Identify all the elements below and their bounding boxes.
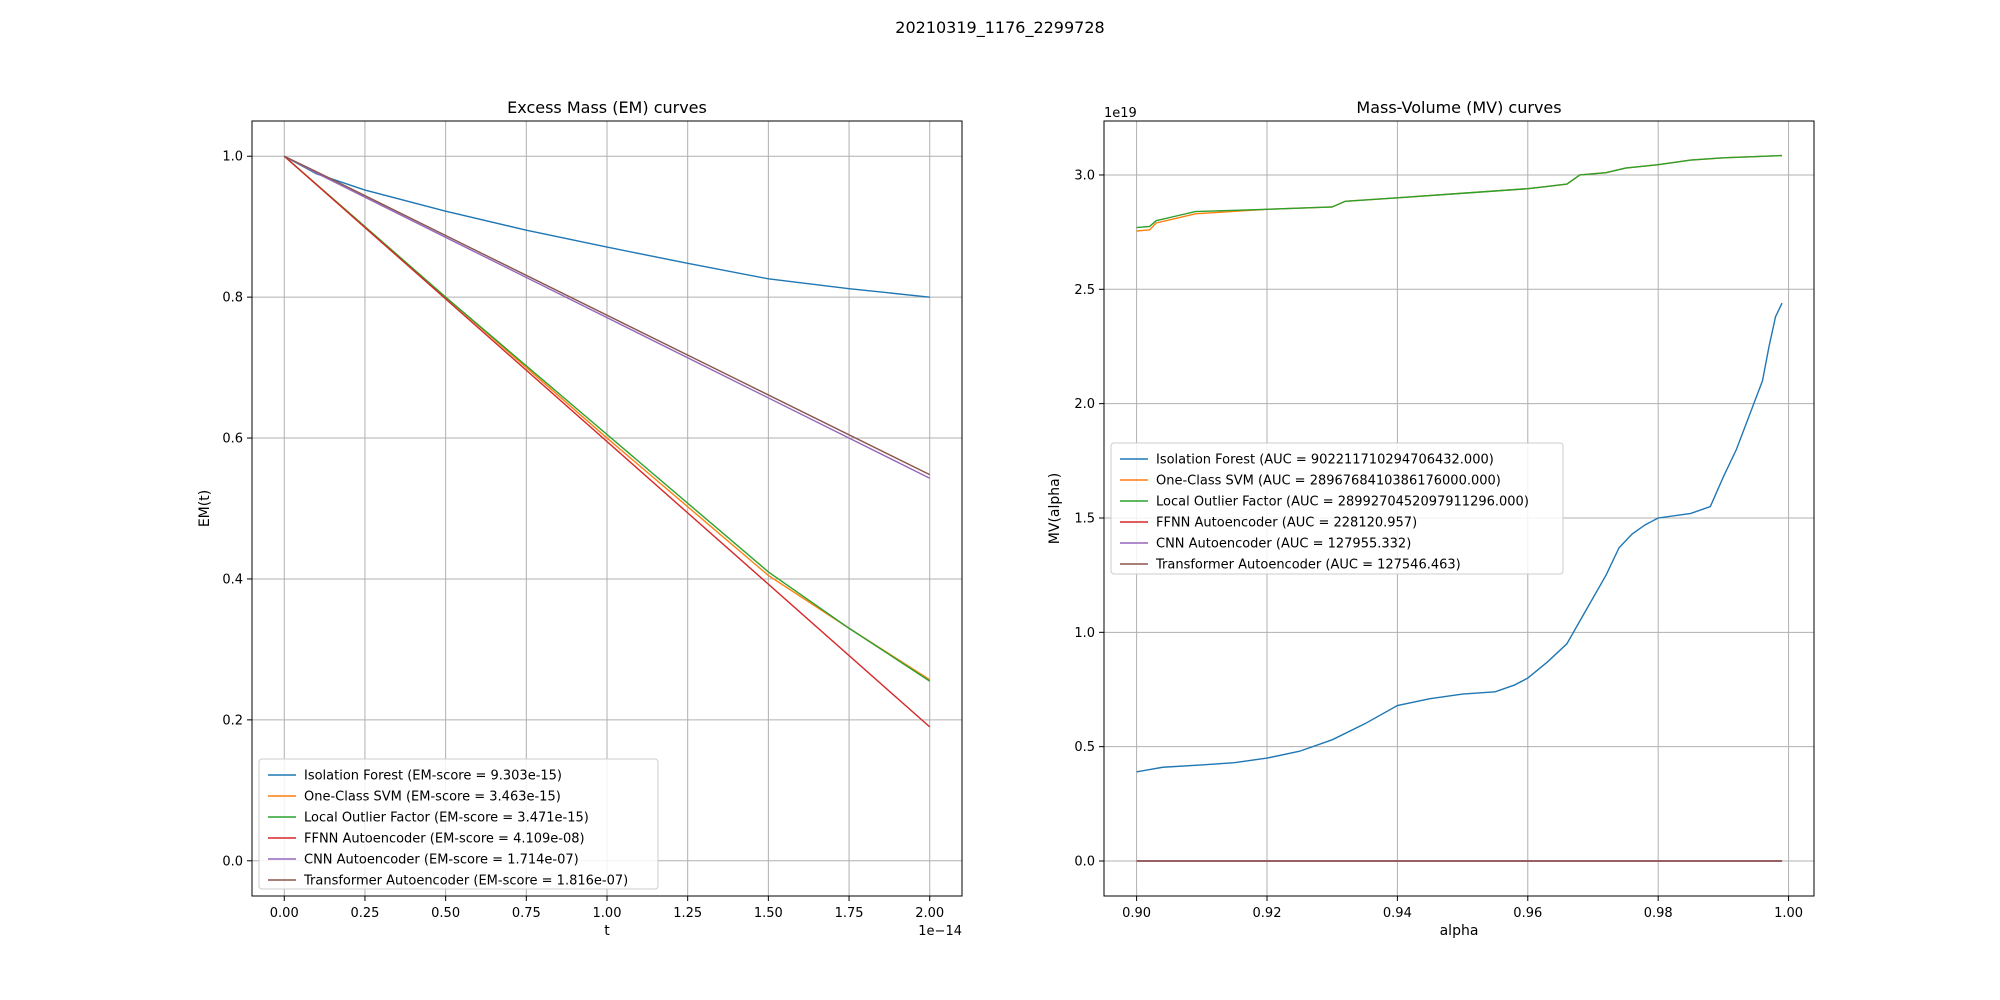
y-tick-label: 1.0 <box>222 150 243 165</box>
y-tick-label: 0.8 <box>222 291 243 306</box>
chart-panel-2: 0.90 0.92 0.94 0.96 0.98 1.00 0.0 0.5 1.0 1.5 2.0 2… <box>1047 98 1815 939</box>
series-line <box>283 155 931 728</box>
series-line <box>283 155 930 298</box>
legend-box <box>1110 442 1564 575</box>
x-axis-label: t <box>604 923 610 939</box>
y-tick-label: 1.0 <box>1074 626 1095 641</box>
y-axis-label: MV(alpha) <box>1047 473 1063 544</box>
legend-entry: Isolation Forest (EM-score = 9.303e-15) <box>304 769 562 784</box>
x-tick-label: 1.50 <box>754 906 783 921</box>
x-tick-label: 0.90 <box>1122 906 1151 921</box>
x-tick-label: 0.92 <box>1253 906 1282 921</box>
legend-entry: CNN Autoencoder (EM-score = 1.714e-07) <box>304 853 579 868</box>
x-tick-label: 0.50 <box>431 906 460 921</box>
y-tick-label: 0.0 <box>222 854 243 869</box>
legend-entry: CNN Autoencoder (AUC = 127955.332) <box>1156 537 1411 552</box>
series-line <box>283 155 931 682</box>
x-tick-label: 0.75 <box>512 906 541 921</box>
x-axis-label: alpha <box>1440 923 1479 939</box>
series-line <box>283 155 931 476</box>
legend: Isolation Forest (EM-score = 9.303e-15) O… <box>258 758 659 890</box>
legend-entry: One-Class SVM (EM-score = 3.463e-15) <box>304 790 561 805</box>
x-tick-label: 1.00 <box>1774 906 1803 921</box>
y-tick-label: 3.0 <box>1074 168 1095 183</box>
y-tick-label: 0.0 <box>1074 855 1095 870</box>
series-line <box>1136 302 1783 773</box>
legend-entry: Transformer Autoencoder (AUC = 127546.46… <box>1155 558 1461 573</box>
y-tick-label: 2.0 <box>1074 397 1095 412</box>
legend: Isolation Forest (AUC = 9022117102947064… <box>1110 442 1564 575</box>
x-tick-label: 1.25 <box>673 906 702 921</box>
x-tick-label: 0.94 <box>1383 906 1412 921</box>
legend-entry: Isolation Forest (AUC = 9022117102947064… <box>1156 453 1494 468</box>
x-tick-label: 0.96 <box>1513 906 1542 921</box>
y-tick-label: 0.6 <box>222 432 243 447</box>
legend-box <box>258 758 659 890</box>
chart-panel-1: 0.00 0.25 0.50 0.75 1.00 1.25 1.50 1.75 2.00 0.0 0… <box>197 98 963 939</box>
y-tick-label: 0.4 <box>222 572 243 587</box>
axes-frame <box>1103 120 1815 897</box>
x-tick-label: 0.00 <box>270 906 299 921</box>
y-tick-label: 0.5 <box>1074 740 1095 755</box>
series-line <box>1136 154 1783 229</box>
x-tick-label: 0.25 <box>350 906 379 921</box>
x-tick-label: 1.00 <box>593 906 622 921</box>
x-tick-label: 2.00 <box>915 906 944 921</box>
x-tick-label: 1.75 <box>835 906 864 921</box>
y-tick-label: 2.5 <box>1074 283 1095 298</box>
figure-suptitle: 20210319_1176_2299728 <box>895 18 1104 38</box>
legend-entry: One-Class SVM (AUC = 2896768410386176000… <box>1156 474 1501 489</box>
y-tick-label: 0.2 <box>222 713 243 728</box>
y-tick-label: 1.5 <box>1074 511 1095 526</box>
x-tick-label: 0.98 <box>1644 906 1673 921</box>
y-offset-label: 1e19 <box>1104 106 1137 121</box>
chart-title: Excess Mass (EM) curves <box>507 98 707 117</box>
x-offset-label: 1e−14 <box>918 924 962 939</box>
chart-title: Mass-Volume (MV) curves <box>1356 98 1561 117</box>
y-axis-label: EM(t) <box>197 490 213 527</box>
chart-panels: 0.00 0.25 0.50 0.75 1.00 1.25 1.50 1.75 2.000.00… <box>197 98 1815 939</box>
legend-entry: Local Outlier Factor (EM-score = 3.471e-… <box>304 811 589 826</box>
legend-entry: FFNN Autoencoder (AUC = 228120.957) <box>1156 516 1417 531</box>
legend-entry: Transformer Autoencoder (EM-score = 1.81… <box>303 874 628 889</box>
legend-entry: Local Outlier Factor (AUC = 289927045209… <box>1156 495 1529 510</box>
legend-entry: FFNN Autoencoder (EM-score = 4.109e-08) <box>304 832 585 847</box>
